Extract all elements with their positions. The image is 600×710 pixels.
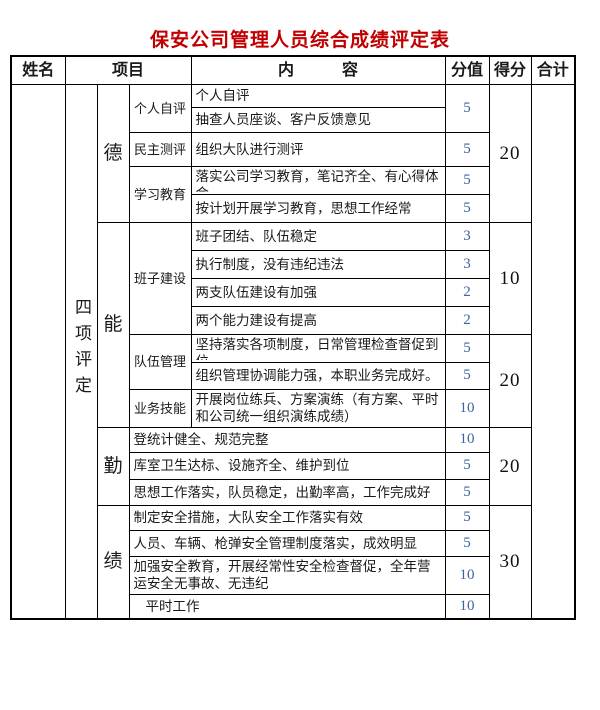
header-content: 内 容 <box>190 55 446 85</box>
table-row: 队伍管理 坚持落实各项制度，日常管理检查督促到位 5 20 <box>11 333 575 428</box>
content-cell: 两个能力建设有提高 <box>190 305 446 335</box>
value-cell: 5 <box>444 451 490 480</box>
obtained-score-banzi: 10 <box>488 221 532 335</box>
evaluation-label-cell: 四项评定 <box>64 83 98 620</box>
clipped-text: 落实公司学习教育，笔记齐全、有心得体会 <box>195 169 439 192</box>
content-cell: 制定安全措施，大队安全工作落实有效 <box>128 504 446 531</box>
content-cell: 平时工作 <box>128 593 446 620</box>
evaluation-label: 四项评定 <box>72 297 91 402</box>
content-cell: 库室卫生达标、设施齐全、维护到位 <box>128 451 446 480</box>
table-row: 业务技能 开展岗位练兵、方案演练（有方案、平时和公司统一组织演练成绩） 10 <box>11 388 575 428</box>
table-row: 勤 登统计健全、规范完整 10 20 <box>11 426 575 506</box>
header-obtained: 得分 <box>488 55 532 85</box>
content-cell: 落实公司学习教育，笔记齐全、有心得体会 <box>190 165 446 195</box>
value-cell: 5 <box>444 131 490 167</box>
value-cell: 5 <box>444 478 490 506</box>
subcategory-yewu-jineng: 业务技能 <box>128 388 192 428</box>
obtained-score-ji: 30 <box>488 504 532 620</box>
table-row: 两个能力建设有提高 2 <box>11 305 575 335</box>
value-cell: 10 <box>444 426 490 453</box>
subcategory-xuexi-jiaoyu: 学习教育 <box>128 165 192 223</box>
obtained-score-qin: 20 <box>488 426 532 506</box>
table-row: 绩 制定安全措施，大队安全工作落实有效 5 30 <box>11 504 575 620</box>
value-cell: 3 <box>444 221 490 251</box>
content-cell: 执行制度，没有违纪违法 <box>190 249 446 279</box>
value-cell: 5 <box>444 165 490 195</box>
content-cell: 组织管理协调能力强，本职业务完成好。 <box>190 361 446 390</box>
table-row: 能 班子建设 班子团结、队伍稳定 3 10 <box>11 221 575 428</box>
value-cell: 5 <box>444 361 490 390</box>
value-cell: 5 <box>444 83 490 133</box>
content-cell: 人员、车辆、枪弹安全管理制度落实，成效明显 <box>128 529 446 557</box>
table-header-row: 姓名 项目 内 容 分值 得分 合计 <box>10 55 576 85</box>
header-value: 分值 <box>444 55 490 85</box>
value-cell: 3 <box>444 249 490 279</box>
content-cell: 组织大队进行测评 <box>190 131 446 167</box>
value-cell: 10 <box>444 593 490 620</box>
category-qin: 勤 <box>96 426 130 506</box>
header-name: 姓名 <box>10 55 66 85</box>
subcategory-banzi-jianshe: 班子建设 <box>128 221 192 335</box>
total-cell <box>530 83 576 620</box>
category-de: 德 <box>96 83 130 223</box>
table-row: 两支队伍建设有加强 2 <box>11 277 575 307</box>
content-cell: 加强安全教育，开展经常性安全检查督促，全年营运安全无事故、无违纪 <box>128 555 446 595</box>
table-row: 学习教育 落实公司学习教育，笔记齐全、有心得体会 5 <box>11 165 575 223</box>
obtained-score-de: 20 <box>488 83 532 223</box>
value-cell: 5 <box>444 529 490 557</box>
table-row: 库室卫生达标、设施齐全、维护到位 5 <box>11 451 575 480</box>
obtained-score-duiwu: 20 <box>488 333 532 428</box>
content-cell: 两支队伍建设有加强 <box>190 277 446 307</box>
content-cell: 思想工作落实，队员稳定，出勤率高，工作完成好 <box>128 478 446 506</box>
table-row: 抽查人员座谈、客户反馈意见 <box>11 106 575 133</box>
subcategory-geren-ziping: 个人自评 <box>128 83 192 133</box>
table-row: 加强安全教育，开展经常性安全检查督促，全年营运安全无事故、无违纪 10 <box>11 555 575 595</box>
table-row: 人员、车辆、枪弹安全管理制度落实，成效明显 5 <box>11 529 575 557</box>
table-row: 民主测评 组织大队进行测评 5 <box>11 131 575 167</box>
header-project: 项目 <box>64 55 192 85</box>
value-cell: 2 <box>444 305 490 335</box>
category-neng: 能 <box>96 221 130 428</box>
table-row: 平时工作 10 <box>11 593 575 620</box>
clipped-text: 坚持落实各项制度，日常管理检查督促到位 <box>195 337 439 360</box>
category-ji: 绩 <box>96 504 130 620</box>
table-row: 思想工作落实，队员稳定，出勤率高，工作完成好 5 <box>11 478 575 506</box>
content-cell: 个人自评 <box>190 83 446 108</box>
value-cell: 5 <box>444 193 490 223</box>
content-cell: 坚持落实各项制度，日常管理检查督促到位 <box>190 333 446 363</box>
value-cell: 10 <box>444 555 490 595</box>
name-cell <box>10 83 66 620</box>
content-cell: 班子团结、队伍稳定 <box>190 221 446 251</box>
value-cell: 5 <box>444 504 490 531</box>
content-cell: 抽查人员座谈、客户反馈意见 <box>190 106 446 133</box>
value-cell: 5 <box>444 333 490 363</box>
page-title: 保安公司管理人员综合成绩评定表 <box>149 30 450 51</box>
table-row: 执行制度，没有违纪违法 3 <box>11 249 575 279</box>
header-total: 合计 <box>530 55 576 85</box>
content-cell: 登统计健全、规范完整 <box>128 426 446 453</box>
value-cell: 2 <box>444 277 490 307</box>
content-cell: 按计划开展学习教育，思想工作经常 <box>190 193 446 223</box>
subcategory-minzhu-ceping: 民主测评 <box>128 131 192 167</box>
value-cell: 10 <box>444 388 490 428</box>
table-row: 按计划开展学习教育，思想工作经常 5 <box>11 193 575 223</box>
table-row: 四项评定 德 个人自评 个人自评 5 20 <box>10 83 576 620</box>
subcategory-duiwu-guanli: 队伍管理 <box>128 333 192 390</box>
evaluation-table: 姓名 项目 内 容 分值 得分 合计 四项评定 德 个人自评 个人自评 5 20… <box>10 55 577 620</box>
content-cell: 开展岗位练兵、方案演练（有方案、平时和公司统一组织演练成绩） <box>190 388 446 428</box>
